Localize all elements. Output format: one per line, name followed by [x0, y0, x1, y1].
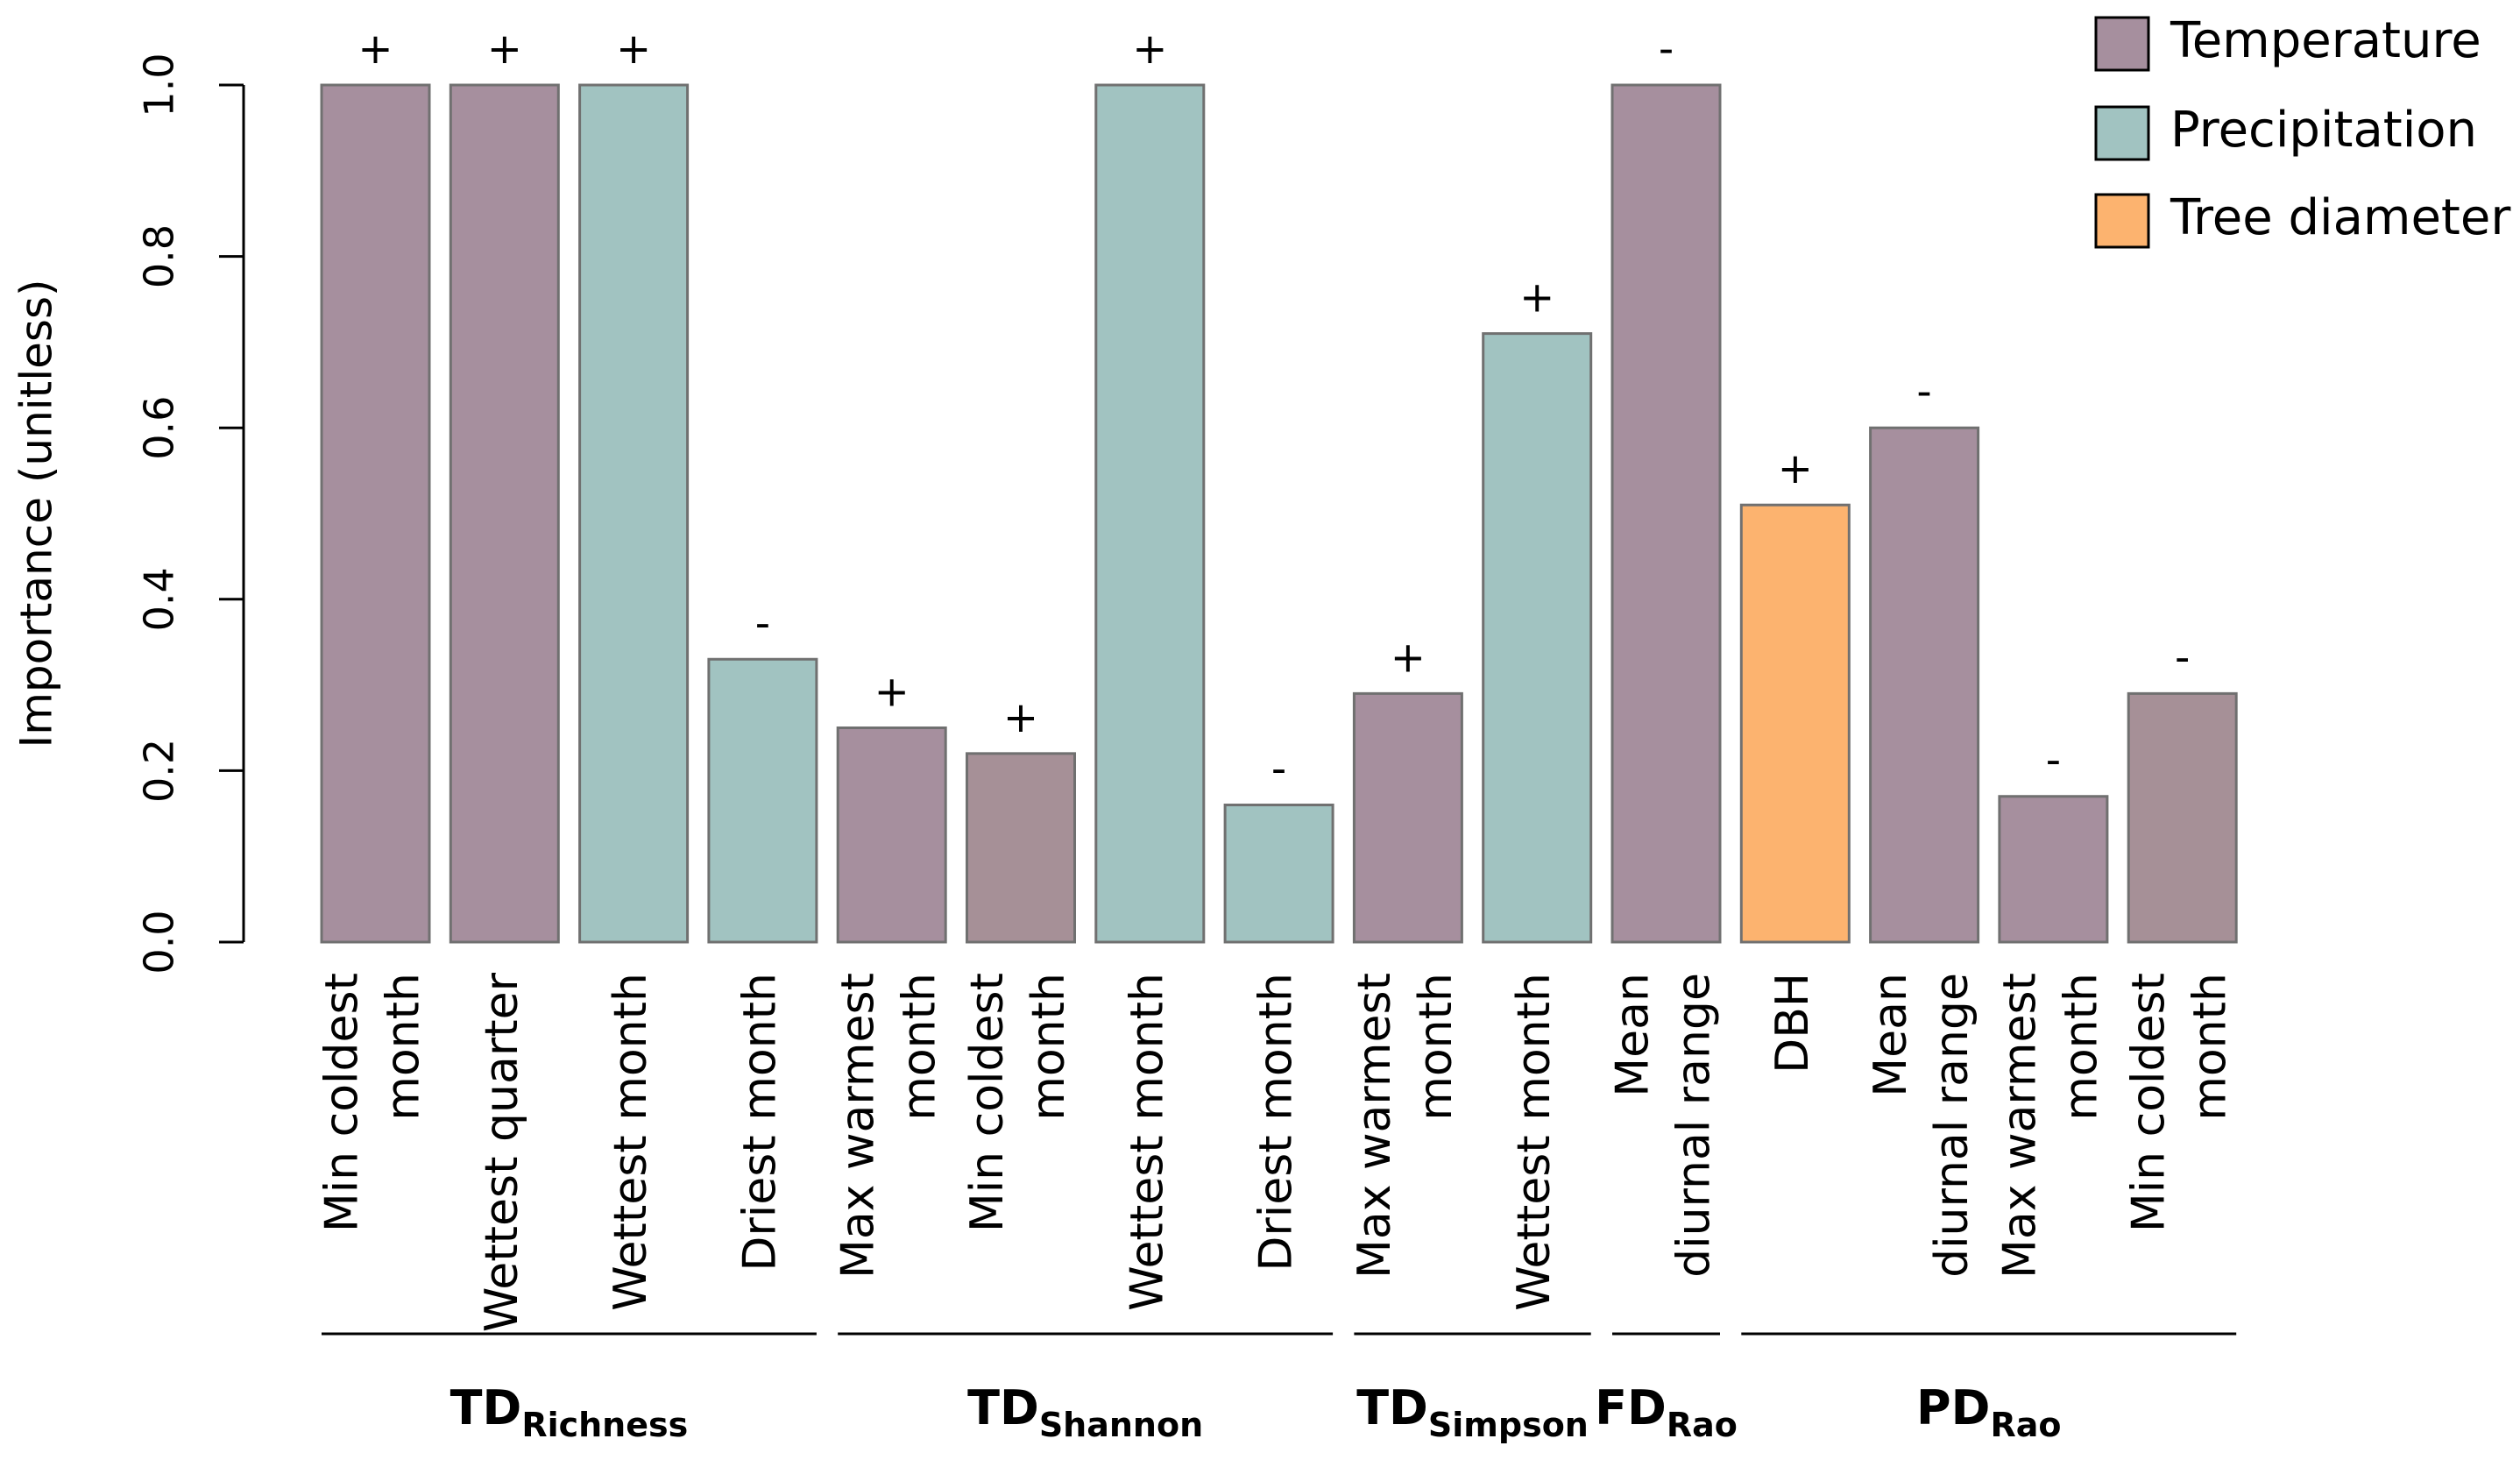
group-labels: TDRichness TDShannon TDSimpson FDRao PDRao	[322, 1332, 2237, 1444]
legend-swatch	[2094, 16, 2150, 72]
legend-swatch	[2094, 105, 2150, 161]
x-tick-label: Driest month	[733, 973, 786, 1272]
y-tick-label: 0.0	[136, 910, 183, 974]
bars	[320, 83, 2238, 944]
x-tick-label: month	[2184, 973, 2237, 1121]
bar	[2127, 691, 2238, 944]
legend-label: Tree diameter	[2170, 189, 2511, 246]
x-tick-label: month	[1023, 973, 1075, 1121]
x-tick-label: diurnal range	[1668, 973, 1721, 1278]
x-tick-label: Max warmest	[832, 973, 885, 1279]
x-tick-label: month	[2055, 973, 2107, 1121]
x-tick-label: Wettest month	[1508, 973, 1561, 1311]
bar-sign: -	[1271, 745, 1286, 794]
bar-sign: -	[755, 599, 770, 648]
bar-sign: +	[1132, 25, 1167, 74]
y-tick-label: 0.4	[136, 567, 183, 631]
y-tick-label: 0.8	[136, 224, 183, 288]
bar	[836, 726, 947, 944]
group-label: FDRao	[1595, 1380, 1738, 1444]
y-tick-label: 1.0	[136, 53, 183, 117]
x-tick-label: Mean	[1607, 973, 1660, 1097]
bar-sign: +	[357, 25, 393, 74]
legend-label: Precipitation	[2170, 102, 2477, 159]
bar	[449, 83, 560, 944]
x-tick-label: Min coldest	[2123, 973, 2176, 1232]
x-tick-label: Wettest quarter	[476, 972, 528, 1332]
bar	[966, 752, 1076, 944]
bar-sign: -	[2046, 736, 2061, 785]
bar-sign-labels: + + + - + + + - + + - + - - -	[357, 25, 2190, 794]
x-tick-label: Driest month	[1250, 973, 1303, 1272]
bar-sign: -	[1659, 25, 1674, 74]
bar-sign: +	[616, 25, 651, 74]
group-label: TDSimpson	[1356, 1380, 1589, 1444]
x-tick-label: month	[378, 973, 430, 1121]
x-tick-label: Wettest month	[1121, 973, 1173, 1311]
group-label: TDShannon	[967, 1380, 1203, 1444]
bar-sign: -	[1916, 367, 1931, 416]
y-tick-label: 0.2	[136, 739, 183, 803]
bar-sign: +	[1003, 693, 1038, 742]
legend-swatch	[2094, 193, 2150, 249]
x-tick-label: Min coldest	[316, 973, 369, 1232]
bar	[1998, 795, 2109, 944]
bar	[320, 83, 431, 944]
x-tick-label: Max warmest	[1348, 973, 1401, 1279]
x-tick-label: Min coldest	[961, 973, 1014, 1232]
legend: Temperature Precipitation Tree diameter	[2094, 12, 2511, 249]
bar	[1482, 332, 1593, 944]
bar	[1739, 503, 1851, 944]
bar-sign: +	[487, 25, 522, 74]
x-tick-label: month	[894, 973, 946, 1121]
x-tick-label: Max warmest	[1993, 973, 2046, 1279]
x-tick-label: diurnal range	[1926, 973, 1978, 1278]
bar-sign: +	[874, 668, 910, 717]
x-tick-label: month	[1410, 973, 1462, 1121]
bar	[707, 657, 818, 944]
bar	[1094, 83, 1206, 944]
bar	[1869, 426, 1980, 944]
bar	[1223, 804, 1334, 944]
group-label: PDRao	[1916, 1380, 2061, 1444]
bar-sign: +	[1391, 633, 1426, 682]
y-axis: 0.0 0.2 0.4 0.6 0.8 1.0	[136, 53, 245, 975]
bar-sign: +	[1519, 273, 1554, 322]
bar-sign: -	[2175, 633, 2190, 682]
x-tick-label: Mean	[1865, 973, 1917, 1097]
bar	[1610, 83, 1722, 944]
x-tick-labels: Min coldest month Wettest quarter Wettest m…	[316, 972, 2237, 1332]
y-axis-label: Importance (unitless)	[11, 279, 62, 748]
bar	[1352, 691, 1463, 944]
bar-sign: +	[1778, 444, 1813, 493]
group-label: TDRichness	[450, 1380, 689, 1444]
x-tick-label: Wettest month	[605, 973, 657, 1311]
x-tick-label: DBH	[1766, 973, 1819, 1074]
bar	[578, 83, 690, 944]
legend-label: Temperature	[2170, 12, 2481, 69]
y-tick-label: 0.6	[136, 396, 183, 460]
